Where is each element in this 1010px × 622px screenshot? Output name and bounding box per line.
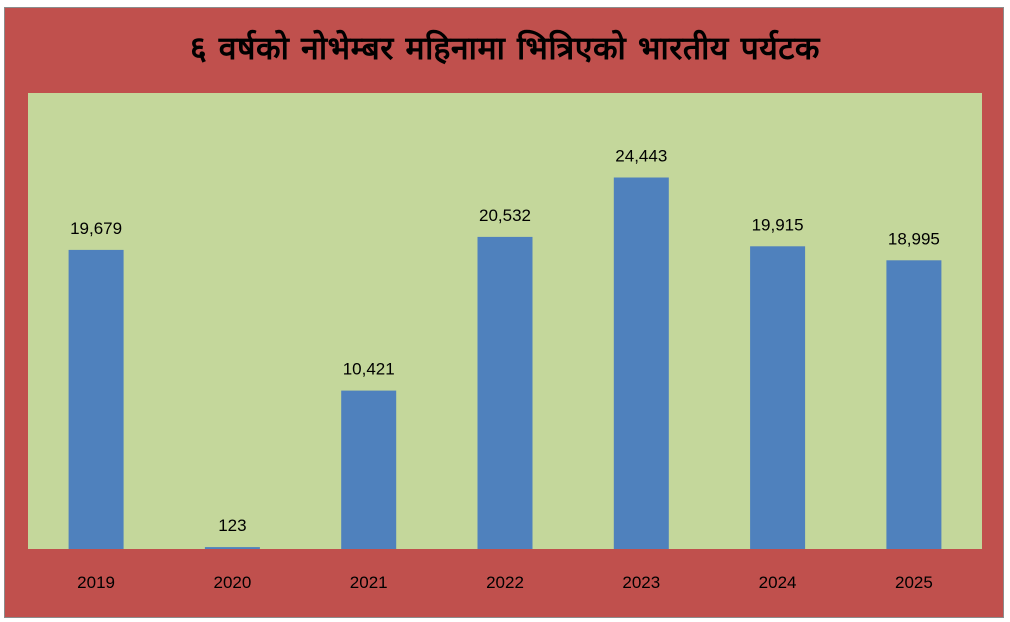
bar-value-label-2019: 19,679 (70, 219, 122, 238)
x-tick-labels-group: 2019 2020 2021 2022 2023 2024 2025 (77, 573, 933, 592)
bar-2025 (886, 260, 942, 549)
x-tick-label-2019: 2019 (77, 573, 115, 592)
chart-title: ६ वर्षको नोभेम्बर महिनामा भित्रिएको भारत… (189, 29, 821, 67)
bar-value-label-2025: 18,995 (888, 229, 940, 248)
x-tick-label-2020: 2020 (213, 573, 251, 592)
x-tick-label-2021: 2021 (350, 573, 388, 592)
x-tick-label-2024: 2024 (759, 573, 797, 592)
x-tick-label-2022: 2022 (486, 573, 524, 592)
bar-2019 (68, 249, 124, 549)
bar-value-label-2021: 10,421 (343, 360, 395, 379)
bar-2022 (477, 236, 533, 549)
bar-2021 (341, 390, 397, 549)
x-tick-label-2023: 2023 (622, 573, 660, 592)
bar-2020 (204, 547, 260, 549)
x-tick-label-2025: 2025 (895, 573, 933, 592)
bar-value-label-2020: 123 (218, 516, 246, 535)
bar-2024 (750, 246, 806, 550)
bar-value-label-2022: 20,532 (479, 206, 531, 225)
bar-value-label-2024: 19,915 (752, 215, 804, 234)
bars-group (68, 177, 942, 550)
bar-labels-group: 19,679 123 10,421 20,532 24,443 19,915 18,995 (70, 147, 940, 536)
bar-value-label-2023: 24,443 (615, 147, 667, 166)
bar-2023 (613, 177, 669, 549)
